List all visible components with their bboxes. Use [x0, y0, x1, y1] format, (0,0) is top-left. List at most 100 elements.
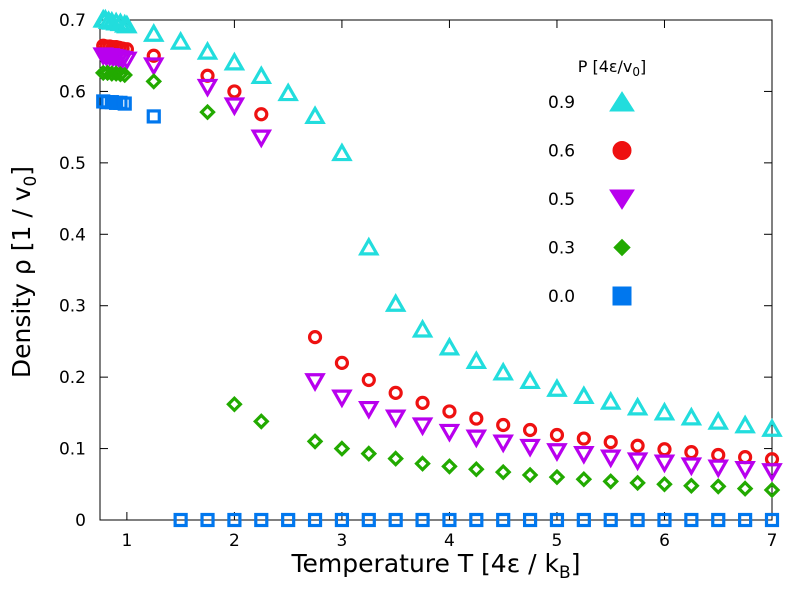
data-series [92, 8, 783, 528]
data-point [331, 389, 353, 409]
data-point [549, 427, 565, 443]
data-point [307, 512, 323, 528]
legend-marker-diamond [613, 238, 631, 257]
y-tick-label: 0.2 [59, 368, 86, 388]
data-point [441, 458, 458, 475]
data-point [653, 454, 676, 474]
y-tick-label: 0.5 [59, 154, 86, 174]
data-point [146, 109, 161, 124]
data-point [763, 481, 781, 499]
y-tick-label: 0.1 [59, 440, 86, 460]
x-axis-label-subscript: B [559, 563, 571, 583]
y-tick-label: 0 [75, 511, 86, 531]
x-tick-label: 3 [337, 531, 348, 551]
data-point [442, 404, 457, 419]
data-point [173, 512, 188, 528]
data-point [680, 457, 703, 477]
data-point [653, 401, 676, 421]
data-point [764, 512, 780, 528]
data-point [143, 57, 165, 77]
data-point [442, 512, 457, 528]
data-point [711, 512, 726, 528]
legend-label: 0.3 [548, 239, 575, 259]
data-point [334, 355, 350, 370]
legend-marker-triangle-down [609, 189, 635, 210]
data-point [116, 66, 133, 84]
data-point [683, 477, 700, 494]
data-point [546, 378, 568, 397]
y-tick-labels: 0 0.1 0.2 0.3 0.4 0.5 0.6 0.7 [59, 11, 86, 531]
x-tick-labels: 1 2 3 4 5 6 7 [121, 531, 777, 551]
data-point [331, 142, 353, 162]
data-point [599, 449, 622, 469]
y-axis-label-subscript: 0 [21, 176, 41, 187]
y-tick-label: 0.3 [59, 297, 86, 317]
data-point [602, 473, 619, 490]
legend-label: 0.5 [548, 190, 575, 210]
data-point [603, 435, 618, 450]
data-point [388, 385, 403, 400]
series-0.5 [92, 47, 783, 482]
data-point [411, 318, 434, 338]
data-point [469, 512, 484, 528]
data-point [143, 23, 165, 42]
legend: P [4ε/v0] 0.9 0.6 0.5 0.3 0.0 [548, 57, 646, 307]
data-point [384, 409, 407, 429]
x-tick-label: 4 [444, 531, 455, 551]
data-point [709, 478, 727, 495]
data-point [734, 460, 756, 480]
x-tick-label: 1 [121, 531, 132, 551]
data-point [199, 103, 216, 121]
data-point [522, 512, 538, 528]
data-point [116, 14, 138, 34]
legend-label: 0.9 [548, 93, 575, 113]
data-point [657, 512, 672, 528]
data-point [548, 468, 566, 486]
data-point [599, 390, 622, 410]
data-point [304, 373, 326, 392]
data-point [384, 293, 407, 312]
data-point [629, 474, 646, 492]
data-point [496, 417, 511, 433]
x-axis-label-end: ] [571, 549, 581, 578]
data-point [573, 445, 595, 465]
data-point [465, 350, 488, 370]
data-point [519, 370, 541, 390]
data-point [573, 385, 595, 405]
data-point [465, 429, 488, 449]
x-tick-label: 5 [552, 531, 563, 551]
data-point [304, 105, 326, 125]
data-point [680, 406, 703, 426]
data-point [387, 450, 404, 467]
data-point [145, 73, 163, 90]
data-point [761, 463, 783, 482]
data-point [521, 466, 539, 484]
data-point [333, 440, 351, 457]
data-point [196, 78, 219, 98]
data-point [414, 455, 431, 472]
data-point [576, 512, 591, 528]
data-point [358, 400, 380, 420]
data-point [630, 438, 645, 453]
data-point [576, 431, 591, 446]
data-point [227, 512, 242, 528]
data-point [492, 434, 514, 454]
data-point [761, 418, 783, 437]
data-point [116, 51, 138, 71]
data-point [549, 512, 565, 528]
data-point [196, 40, 219, 60]
legend-marker-square [612, 286, 632, 306]
data-point [223, 51, 246, 71]
data-point [522, 422, 538, 438]
x-tick-label: 2 [229, 531, 240, 551]
data-point [707, 410, 729, 430]
data-point [112, 66, 129, 83]
series-0.0 [96, 94, 780, 528]
data-point [438, 423, 461, 443]
legend-title-end: ] [640, 57, 646, 76]
data-point [334, 512, 350, 528]
y-tick-label: 0.4 [59, 225, 86, 245]
x-tick-label: 7 [767, 531, 778, 551]
y-tick-label: 0.7 [59, 11, 86, 31]
